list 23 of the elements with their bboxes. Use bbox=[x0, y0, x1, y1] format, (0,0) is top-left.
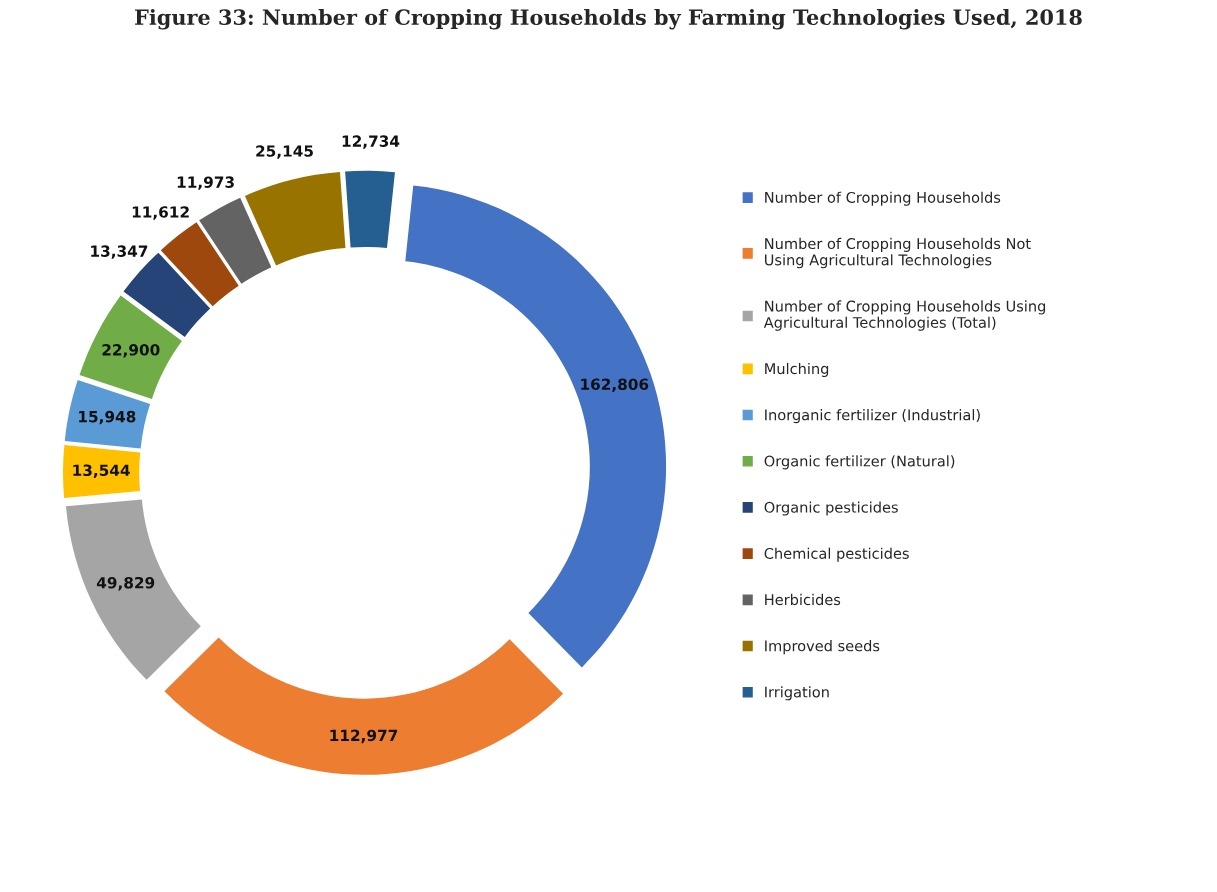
data-label: 162,806 bbox=[581, 378, 649, 392]
data-label: 11,612 bbox=[132, 206, 189, 220]
legend-label: Irrigation bbox=[765, 686, 829, 701]
legend-label: Mulching bbox=[765, 362, 829, 377]
legend-label: Organic pesticides bbox=[764, 501, 898, 516]
data-label: 12,734 bbox=[342, 135, 400, 149]
data-label: 22,900 bbox=[102, 344, 160, 358]
data-label: 11,973 bbox=[177, 176, 234, 190]
data-label: 25,145 bbox=[256, 145, 313, 159]
legend-label: Number of Cropping Households Using Agricultural Technologies (Total) bbox=[763, 300, 1046, 331]
legend-label: Improved seeds bbox=[765, 640, 880, 655]
legend-label: Number of Cropping Households Not Using Agricultural Technologies bbox=[765, 237, 1031, 269]
data-label: 13,347 bbox=[91, 245, 148, 259]
legend-label: Number of Cropping Households bbox=[765, 191, 1001, 206]
legend-label: Chemical pesticides bbox=[764, 547, 909, 562]
data-label: 112,977 bbox=[330, 729, 398, 744]
legend-label: Herbicides bbox=[765, 593, 841, 606]
data-label: 15,948 bbox=[79, 410, 136, 425]
legend-label: Inorganic fertilizer (Industrial) bbox=[765, 409, 980, 424]
data-label: 13,544 bbox=[73, 464, 130, 478]
data-label: 49,829 bbox=[96, 576, 155, 591]
chart-title: Figure 33: Number of Cropping Households by Farming Technologies Used, 2018 bbox=[135, 8, 1082, 30]
legend-label: Organic fertilizer (Natural) bbox=[764, 455, 955, 470]
